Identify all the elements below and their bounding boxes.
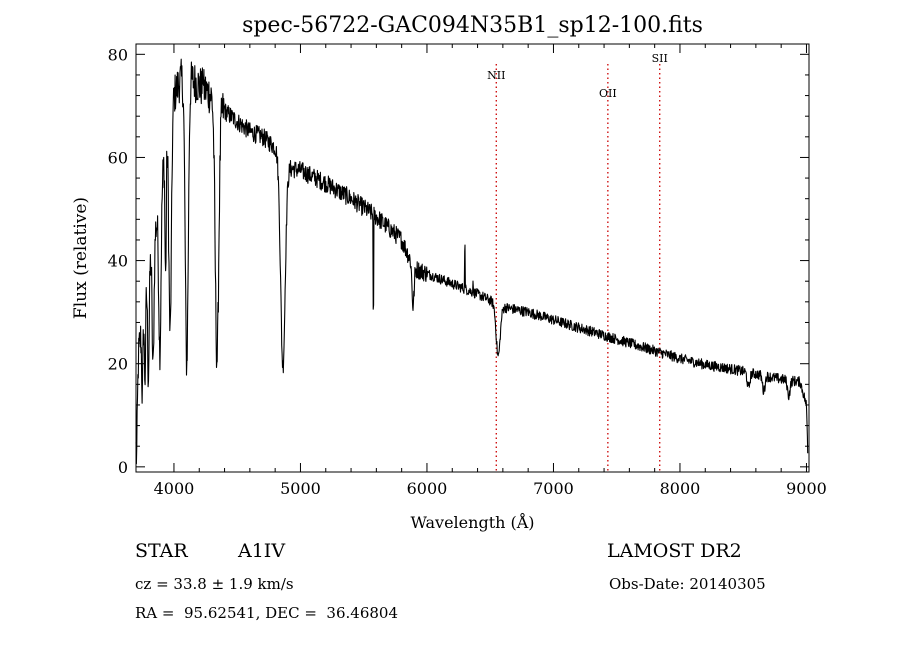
spectrum-line (135, 58, 809, 465)
x-tick-label: 6000 (407, 479, 448, 498)
emission-line-label: OII (599, 87, 617, 100)
redshift-cz: cz = 33.8 ± 1.9 km/s (135, 575, 294, 593)
x-axis-label: Wavelength (Å) (410, 512, 534, 532)
y-tick-label: 20 (108, 355, 128, 374)
emission-line-label: NII (487, 69, 505, 82)
y-tick-label: 80 (108, 45, 128, 64)
survey-name: LAMOST DR2 (607, 540, 742, 562)
chart-title: spec-56722-GAC094N35B1_sp12-100.fits (242, 13, 703, 38)
x-tick-label: 9000 (786, 479, 827, 498)
object-class: STAR (135, 540, 188, 562)
plot-frame (135, 43, 810, 473)
y-tick-label: 40 (108, 252, 128, 271)
y-tick-label: 60 (108, 148, 128, 167)
emission-line-label: SII (652, 52, 668, 65)
y-tick-label: 0 (118, 458, 128, 477)
x-tick-label: 7000 (533, 479, 574, 498)
object-subclass: A1IV (238, 540, 286, 562)
x-tick-label: 4000 (154, 479, 195, 498)
observation-date: Obs-Date: 20140305 (609, 575, 766, 593)
x-tick-label: 5000 (280, 479, 321, 498)
coordinates: RA = 95.62541, DEC = 36.46804 (135, 604, 399, 622)
x-tick-label: 8000 (660, 479, 701, 498)
y-axis-label: Flux (relative) (71, 197, 91, 319)
